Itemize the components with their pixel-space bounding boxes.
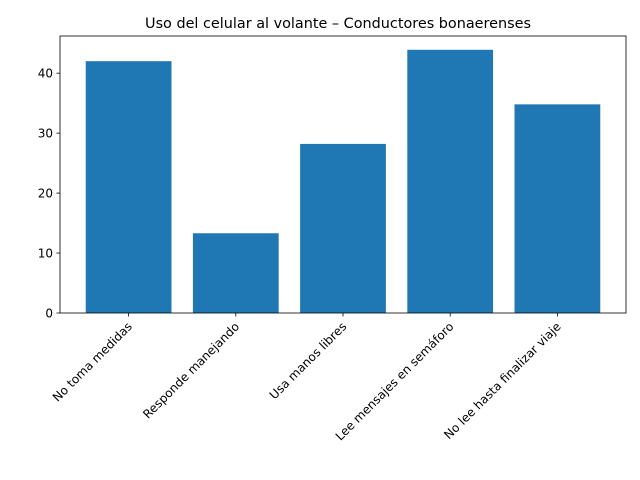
- x-tick-label: Responde manejando: [140, 319, 242, 421]
- bar: [514, 104, 601, 313]
- bar: [300, 143, 386, 313]
- y-tick-label: 10: [38, 247, 53, 261]
- chart-title: Uso del celular al volante – Conductores…: [145, 16, 531, 32]
- x-tick-label: No toma medidas: [50, 319, 135, 404]
- y-tick-label: 0: [45, 307, 53, 321]
- bar: [192, 233, 279, 313]
- bar: [85, 61, 172, 313]
- x-tick-label: Usa manos libres: [267, 319, 350, 402]
- y-tick-label: 20: [38, 187, 53, 201]
- bar: [407, 49, 494, 314]
- plot-frame: [59, 35, 627, 314]
- x-tick-label: Lee mensajes en semáforo: [333, 319, 457, 443]
- x-tick-label: No lee hasta finalizar viaje: [441, 319, 563, 441]
- y-tick-label: 30: [38, 127, 53, 141]
- y-tick-label: 40: [38, 67, 53, 81]
